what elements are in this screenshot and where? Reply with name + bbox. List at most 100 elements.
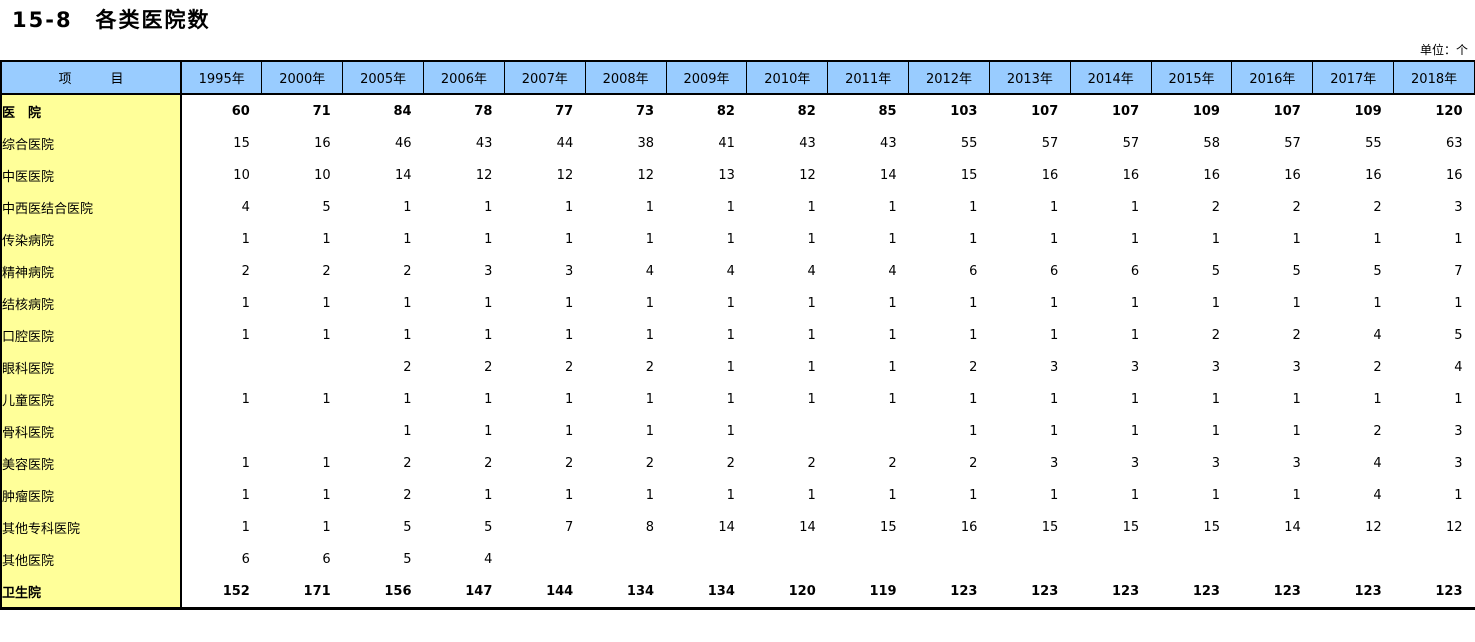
table-row: 儿童医院 1 1 1 1 1 1 1 1 1 1 1 1 1 1 1 1 xyxy=(0,383,1475,415)
table-row: 中医医院 10 10 14 12 12 12 13 12 14 15 16 16 16 16 16 16 xyxy=(0,159,1475,191)
value-cell: 6 xyxy=(1130,263,1140,279)
value-cell: 2 xyxy=(403,263,412,279)
value-cell: 1 xyxy=(726,231,735,247)
value-cell: 1 xyxy=(726,391,735,407)
value-cell: 1 xyxy=(807,327,816,343)
item-column-header: 项 目 xyxy=(0,60,182,95)
value-cell xyxy=(181,415,262,447)
value-cell: 3 xyxy=(1050,359,1059,375)
value-cell: 43 xyxy=(880,135,897,151)
value-cell: 16 xyxy=(1041,167,1059,183)
value-cell xyxy=(1232,543,1313,575)
value-cell: 1 xyxy=(241,487,250,503)
value-cell: 38 xyxy=(637,135,655,151)
value-cell: 2 xyxy=(564,359,574,375)
value-cell: 16 xyxy=(1122,167,1140,183)
value-cell: 58 xyxy=(1203,135,1220,151)
value-cell: 147 xyxy=(423,575,505,610)
value-cell: 1 xyxy=(1050,295,1059,311)
row-label: 其他专科医院 xyxy=(0,511,182,543)
table-row: 传染病院 1 1 1 1 1 1 1 1 1 1 1 1 1 1 1 1 xyxy=(0,223,1475,255)
value-cell: 3 xyxy=(1292,455,1301,471)
value-cell: 1 xyxy=(969,231,978,247)
value-cell: 1 xyxy=(1211,231,1220,247)
value-cell: 12 xyxy=(475,167,493,183)
value-cell: 2 xyxy=(1211,327,1220,343)
value-cell: 15 xyxy=(1203,519,1220,535)
value-cell: 57 xyxy=(1041,135,1059,151)
value-cell: 119 xyxy=(827,575,909,610)
value-cell: 10 xyxy=(233,167,250,183)
value-cell: 1 xyxy=(1130,295,1140,311)
value-cell: 1 xyxy=(969,327,978,343)
table-row: 精神病院 2 2 2 3 3 4 4 4 4 6 6 6 5 5 5 7 xyxy=(0,255,1475,287)
value-cell: 14 xyxy=(880,167,897,183)
value-cell: 57 xyxy=(1122,135,1140,151)
value-cell: 60 xyxy=(231,103,250,119)
value-cell: 1 xyxy=(1373,391,1382,407)
value-cell: 15 xyxy=(960,167,978,183)
value-cell: 123 xyxy=(1070,575,1152,610)
value-cell: 3 xyxy=(1292,359,1301,375)
value-cell: 10 xyxy=(314,167,331,183)
value-cell: 15 xyxy=(1041,519,1059,535)
value-cell: 123 xyxy=(1312,575,1394,610)
value-cell: 1 xyxy=(1292,487,1301,503)
year-column-header: 2000年 xyxy=(261,60,344,95)
value-cell: 1 xyxy=(645,199,655,215)
value-cell: 1 xyxy=(807,231,816,247)
value-cell xyxy=(747,415,828,447)
value-cell: 2 xyxy=(969,455,978,471)
year-column-header: 2012年 xyxy=(908,60,990,95)
value-cell: 1 xyxy=(1292,231,1301,247)
value-cell: 1 xyxy=(1454,295,1463,311)
value-cell: 2 xyxy=(403,359,412,375)
value-cell xyxy=(828,415,909,447)
value-cell: 16 xyxy=(1445,167,1463,183)
value-cell: 1 xyxy=(888,199,897,215)
table-row: 综合医院 15 16 46 43 44 38 41 43 43 55 57 57 58 57 55 63 xyxy=(0,127,1475,159)
table-row: 骨科医院 1 1 1 1 1 1 1 1 1 1 2 3 xyxy=(0,415,1475,447)
table-row: 卫生院 152 171 156 147 144 134 134 120 119 123 123 123 1… xyxy=(0,575,1475,610)
value-cell: 12 xyxy=(799,167,816,183)
table-header-row: 项 目 1995年 2000年 2005年 2006年 2007年 2008年 2009年 20… xyxy=(0,60,1475,95)
value-cell: 2 xyxy=(1292,199,1301,215)
value-cell: 85 xyxy=(878,103,897,119)
value-cell: 1 xyxy=(484,391,493,407)
year-column-header: 2017年 xyxy=(1312,60,1395,95)
table-row: 医 院 60 71 84 78 77 73 82 82 85 103 107 107 109 107 109 1… xyxy=(0,94,1475,127)
value-cell: 107 xyxy=(1111,103,1140,119)
value-cell: 152 xyxy=(181,575,262,610)
value-cell: 1 xyxy=(807,391,816,407)
year-column-header: 1995年 xyxy=(180,60,263,95)
value-cell: 4 xyxy=(888,263,897,279)
value-cell: 123 xyxy=(908,575,990,610)
value-cell: 12 xyxy=(556,167,574,183)
value-cell: 5 xyxy=(1454,327,1463,343)
value-cell: 2 xyxy=(484,359,493,375)
value-cell: 2 xyxy=(564,455,574,471)
value-cell: 3 xyxy=(1130,455,1140,471)
value-cell: 1 xyxy=(1130,327,1140,343)
value-cell: 123 xyxy=(989,575,1071,610)
value-cell: 1 xyxy=(1292,391,1301,407)
row-label: 综合医院 xyxy=(0,127,182,159)
value-cell: 1 xyxy=(726,199,735,215)
value-cell: 4 xyxy=(1373,455,1382,471)
value-cell: 156 xyxy=(342,575,424,610)
value-cell: 16 xyxy=(1203,167,1220,183)
value-cell: 2 xyxy=(1373,423,1382,439)
value-cell: 1 xyxy=(645,423,655,439)
value-cell: 1 xyxy=(888,487,897,503)
value-cell: 1 xyxy=(484,295,493,311)
value-cell: 14 xyxy=(799,519,816,535)
value-cell: 16 xyxy=(960,519,978,535)
value-cell: 7 xyxy=(564,519,574,535)
row-label: 精神病院 xyxy=(0,255,182,287)
value-cell: 120 xyxy=(1435,103,1463,119)
value-cell: 1 xyxy=(484,423,493,439)
value-cell: 1 xyxy=(241,295,250,311)
value-cell: 4 xyxy=(1373,487,1382,503)
year-column-header: 2016年 xyxy=(1231,60,1314,95)
value-cell: 4 xyxy=(1454,359,1463,375)
